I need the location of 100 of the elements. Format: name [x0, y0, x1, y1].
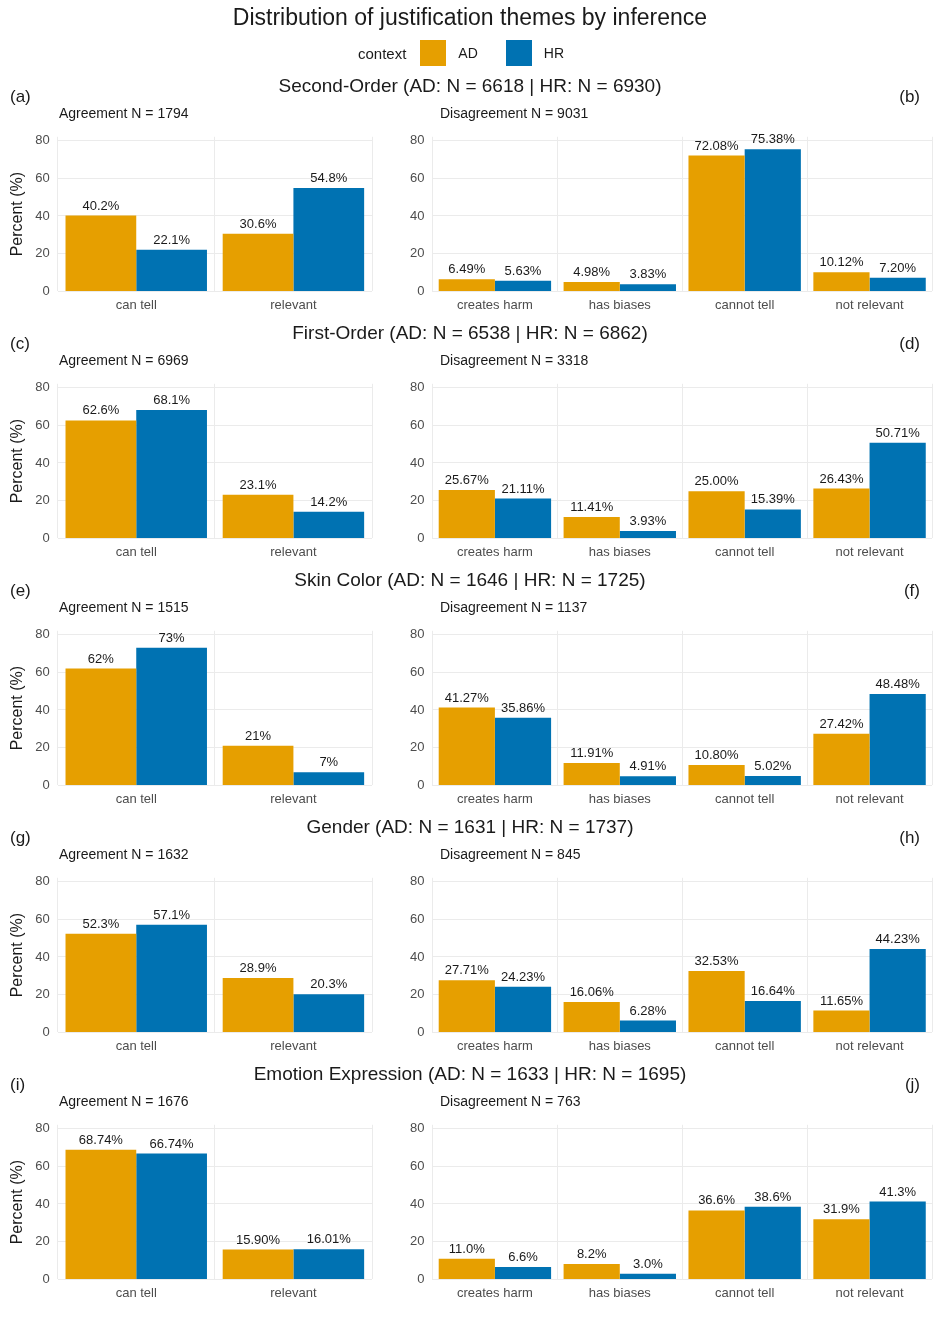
data-label: 62%: [87, 650, 115, 666]
bar: [222, 745, 294, 785]
bar: [744, 509, 801, 538]
data-label: 11.0%: [448, 1240, 486, 1256]
y-tick-label: 20: [35, 492, 50, 508]
data-label: 4.98%: [573, 264, 611, 280]
chart-subtitle: Disagreement N = 763: [440, 1093, 581, 1109]
chart-subtitle: Disagreement N = 1137: [440, 599, 588, 615]
bar: [494, 717, 552, 785]
text: (i): [10, 1075, 26, 1095]
y-tick-label: 0: [42, 529, 50, 545]
x-tick-label: creates harm: [456, 543, 533, 559]
bar: [494, 1266, 552, 1279]
data-label: 41.3%: [879, 1183, 917, 1199]
x-tick-label: can tell: [115, 790, 157, 806]
data-label: 62.6%: [82, 402, 120, 418]
y-tick-label: 80: [409, 626, 425, 642]
x-tick-label: cannot tell: [715, 543, 775, 559]
data-label: 25.67%: [444, 472, 490, 488]
x-tick-label: relevant: [270, 543, 317, 559]
y-tick-label: 40: [409, 454, 425, 470]
data-label: 27.42%: [819, 715, 864, 731]
y-tick-label: 40: [35, 207, 50, 223]
y-tick-label: 0: [417, 1270, 425, 1286]
data-label: 11.41%: [570, 498, 614, 514]
chart-subtitle: Agreement N = 1794: [59, 105, 189, 121]
chart-subtitle: Agreement N = 6969: [59, 352, 189, 368]
bar: [869, 694, 926, 785]
bar: [65, 420, 137, 538]
y-tick-label: 40: [35, 701, 50, 717]
data-label: 16.64%: [750, 983, 796, 999]
bar: [744, 1001, 801, 1032]
data-label: 6.49%: [448, 261, 486, 277]
legend-title: context: [357, 44, 407, 62]
x-tick-label: cannot tell: [715, 790, 775, 806]
data-label: 50.71%: [875, 424, 921, 440]
y-axis-title: Percent (%): [8, 912, 26, 998]
text: (h): [899, 828, 920, 848]
x-tick-label: relevant: [270, 790, 317, 806]
y-tick-label: 60: [35, 169, 50, 185]
chart-subtitle: Disagreement N = 9031: [440, 105, 589, 121]
y-tick-label: 60: [409, 1157, 425, 1173]
bar: [744, 1206, 801, 1279]
data-label: 57.1%: [153, 906, 191, 922]
data-label: 35.86%: [500, 699, 546, 715]
data-label: 15.90%: [236, 1231, 281, 1247]
bar: [688, 155, 745, 291]
data-label: 27.71%: [444, 962, 490, 978]
legend-label: HR: [543, 45, 565, 61]
y-tick-label: 60: [35, 910, 50, 926]
bar: [619, 1020, 676, 1032]
bar: [222, 233, 294, 291]
text: (b): [899, 87, 920, 107]
y-tick-label: 80: [35, 873, 50, 889]
data-label: 4.91%: [629, 758, 667, 774]
x-tick-label: has biases: [588, 543, 652, 559]
bar: [869, 1201, 926, 1279]
x-tick-label: creates harm: [456, 296, 533, 312]
bar: [65, 1149, 137, 1279]
data-label: 48.48%: [875, 676, 921, 692]
data-label: 11.91%: [570, 745, 614, 761]
y-tick-label: 0: [417, 776, 425, 792]
data-label: 36.6%: [698, 1192, 736, 1208]
y-tick-label: 0: [42, 1270, 50, 1286]
y-tick-label: 0: [417, 282, 425, 298]
x-tick-label: not relevant: [835, 543, 904, 559]
y-axis-title: Percent (%): [8, 171, 26, 257]
x-tick-label: cannot tell: [715, 1037, 775, 1053]
bar: [222, 494, 294, 538]
data-label: 23.1%: [239, 476, 277, 492]
x-tick-label: has biases: [588, 790, 652, 806]
bar: [136, 1153, 207, 1279]
bar: [136, 924, 207, 1032]
data-label: 7%: [319, 754, 339, 770]
data-label: 32.53%: [694, 953, 740, 969]
data-label: 20.3%: [310, 976, 348, 992]
text: Skin Color (AD: N = 1646 | HR: N = 1725): [294, 569, 646, 590]
y-tick-label: 0: [42, 1023, 50, 1039]
bar: [438, 707, 495, 785]
x-tick-label: has biases: [588, 1284, 652, 1300]
y-tick-label: 80: [35, 379, 50, 395]
y-axis-title: Percent (%): [8, 418, 26, 504]
x-tick-label: can tell: [115, 1284, 157, 1300]
bar: [65, 933, 137, 1032]
y-tick-label: 40: [409, 948, 425, 964]
data-label: 15.39%: [750, 491, 796, 507]
bar: [65, 668, 137, 785]
y-tick-label: 20: [35, 1233, 50, 1249]
bar: [813, 488, 870, 538]
y-tick-label: 80: [35, 626, 50, 642]
data-label: 5.63%: [504, 262, 542, 278]
data-label: 30.6%: [239, 215, 277, 231]
bar: [293, 188, 365, 291]
text: (f): [903, 581, 920, 601]
x-tick-label: has biases: [588, 296, 652, 312]
text: First-Order (AD: N = 6538 | HR: N = 6862): [292, 322, 648, 343]
bar: [222, 977, 294, 1032]
x-tick-label: creates harm: [456, 790, 533, 806]
x-tick-label: relevant: [270, 1284, 317, 1300]
data-label: 16.01%: [306, 1231, 352, 1247]
